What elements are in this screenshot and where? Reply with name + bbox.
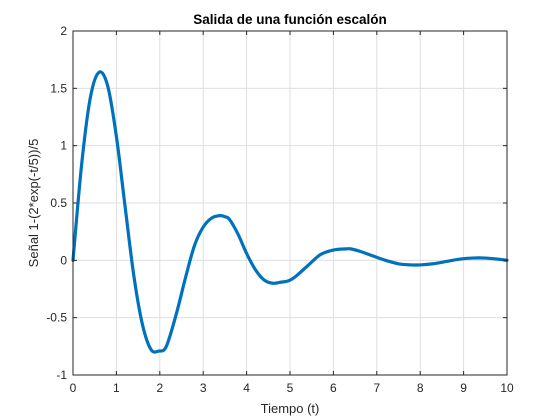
x-tick-labels: 0 1 2 3 4 5 6 7 8 9 10 — [70, 381, 514, 395]
y-tick-label: 0.5 — [50, 196, 67, 210]
y-tick-label: -1 — [56, 368, 67, 382]
x-tick-label: 2 — [156, 381, 163, 395]
y-tick-label: 0 — [60, 253, 67, 267]
x-tick-label: 1 — [113, 381, 120, 395]
chart-title: Salida de una función escalón — [193, 12, 387, 27]
x-tick-label: 9 — [460, 381, 467, 395]
tick-marks — [72, 30, 508, 376]
x-tick-label: 7 — [373, 381, 380, 395]
x-tick-label: 8 — [417, 381, 424, 395]
x-tick-label: 6 — [330, 381, 337, 395]
series-layer — [71, 70, 509, 354]
x-tick-label: 3 — [200, 381, 207, 395]
y-axis-title: Señal 1-(2*exp(-t/5))/5 — [26, 139, 41, 268]
x-tick-label: 5 — [287, 381, 294, 395]
y-tick-label: 2 — [60, 24, 67, 38]
y-tick-label: 1 — [60, 139, 67, 153]
x-tick-label: 10 — [500, 381, 514, 395]
series-line-0 — [71, 70, 509, 354]
y-tick-labels: -1 -0.5 0 0.5 1 1.5 2 — [46, 24, 67, 382]
x-tick-label: 0 — [70, 381, 77, 395]
y-tick-label: 1.5 — [50, 81, 67, 95]
y-tick-label: -0.5 — [46, 311, 67, 325]
x-tick-label: 4 — [243, 381, 250, 395]
x-axis-title: Tiempo (t) — [261, 401, 320, 416]
